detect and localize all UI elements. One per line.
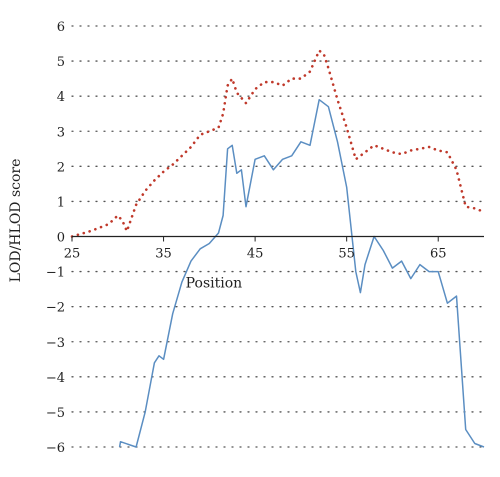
y-tick-label: −5 [46,406,65,421]
y-tick-label: −6 [46,441,65,456]
x-tick-label: 45 [247,247,264,262]
y-tick-label: 3 [57,125,65,140]
y-tick-label: −2 [46,301,65,316]
y-tick-label: 6 [57,20,65,35]
y-tick-label: 2 [57,160,65,175]
y-tick-label: −4 [46,371,65,386]
x-axis-title: Position [186,276,243,292]
y-tick-label: −1 [46,266,65,281]
series-1-line [70,49,486,238]
x-tick-label: 55 [338,247,355,262]
x-tick-label: 65 [430,247,447,262]
y-tick-label: 0 [57,231,65,246]
series-2-line [118,98,485,448]
y-axis-title: LOD/HLOD score [8,159,24,283]
y-tick-label: 1 [57,195,65,210]
y-tick-label: −3 [46,336,65,351]
series-lines [70,49,486,448]
x-tick-label: 25 [64,247,81,262]
axes [71,235,484,242]
x-tick-label: 35 [155,247,172,262]
y-tick-label: 4 [57,90,65,105]
y-tick-label: 5 [57,55,65,70]
